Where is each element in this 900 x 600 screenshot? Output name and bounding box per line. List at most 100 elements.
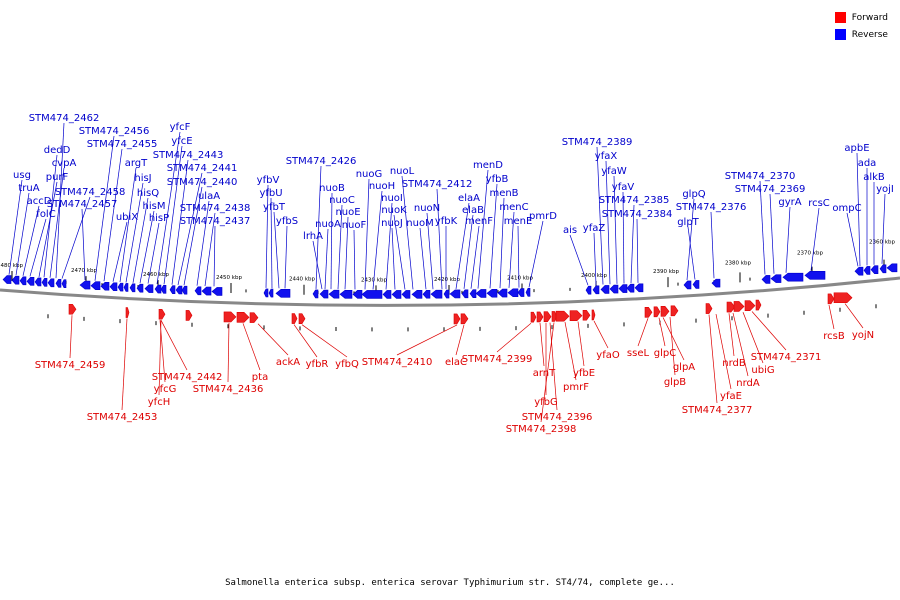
gene-label-dedd: dedD: [44, 145, 71, 156]
gene-label-menc: menC: [499, 202, 528, 213]
gene-label-gyra: gyrA: [778, 197, 801, 208]
gene-arrow: [319, 289, 329, 299]
gene-arrow: [391, 290, 402, 299]
forward-gene-arrows: [68, 292, 853, 325]
label-leader: [270, 197, 273, 289]
gene-arrow: [100, 281, 110, 291]
label-leader: [528, 220, 544, 288]
label-leader: [508, 211, 515, 288]
gene-label-nuob: nuoB: [319, 183, 345, 194]
label-leader: [160, 320, 188, 371]
label-leader: [119, 167, 137, 283]
gene-label-stm474_2437: STM474_2437: [180, 216, 251, 227]
label-leader: [103, 148, 123, 282]
gene-arrow: [886, 263, 898, 273]
gene-arrow: [19, 276, 27, 286]
tick-label: 2360 kbp: [869, 240, 895, 246]
label-leader: [769, 193, 775, 274]
gene-label-stm474_2443: STM474_2443: [153, 150, 224, 161]
gene-arrow: [154, 284, 162, 294]
gene-label-yfbs: yfbS: [276, 216, 298, 227]
label-leader: [455, 324, 465, 356]
gene-arrow: [422, 289, 431, 299]
tick-label: 2470 kbp: [71, 268, 97, 274]
label-leader: [517, 225, 520, 288]
gene-arrow: [298, 313, 306, 325]
gene-arrow: [129, 283, 136, 293]
label-leader: [132, 197, 149, 283]
gene-arrow: [486, 288, 498, 298]
label-leader: [61, 196, 91, 279]
gene-label-elac: elaC: [445, 357, 467, 368]
gene-arrow: [644, 306, 653, 318]
label-leader: [55, 122, 65, 279]
gene-arrow: [761, 275, 771, 284]
gene-label-hisj: hisJ: [134, 173, 151, 184]
gene-label-ais: ais: [563, 225, 577, 236]
reverse-gene-arrows: [2, 263, 898, 299]
label-leader: [477, 169, 489, 289]
gene-arrow: [194, 286, 202, 296]
label-leader: [687, 226, 696, 280]
gene-label-stm474_2456: STM474_2456: [79, 126, 150, 137]
legend-label-forward: Forward: [851, 12, 888, 23]
gene-arrow: [600, 285, 610, 294]
label-leader: [196, 200, 210, 286]
gene-label-mend: menD: [473, 160, 503, 171]
gene-label-pmrd: pmrD: [529, 211, 557, 222]
gene-arrow: [525, 288, 531, 297]
gene-arrow: [382, 290, 392, 299]
label-leader: [489, 183, 498, 289]
gene-arrow: [585, 285, 592, 295]
gene-label-rcsb: rcsB: [823, 331, 845, 342]
gene-arrow: [158, 308, 166, 320]
gene-label-yfbg: yfbG: [534, 397, 558, 408]
tick-label: 2400 kbp: [581, 273, 607, 279]
gene-label-hisp: hisP: [149, 213, 169, 224]
gene-arrow: [2, 275, 12, 284]
label-leader: [393, 214, 406, 290]
gene-arrow: [26, 277, 35, 286]
gene-label-stm474_2376: STM474_2376: [676, 202, 747, 213]
gene-arrow: [618, 284, 628, 293]
tick-label: 2410 kbp: [507, 276, 533, 282]
gene-label-yfax: yfaX: [595, 151, 618, 162]
gene-arrow: [34, 277, 42, 287]
gene-arrow: [263, 288, 269, 298]
gene-arrow: [460, 313, 469, 325]
tick-label: 2480 kbp: [0, 263, 23, 269]
gene-arrow: [507, 288, 519, 298]
gene-label-yfcg: yfcG: [154, 384, 177, 395]
label-leader: [43, 154, 58, 278]
gene-arrow: [469, 289, 477, 298]
gene-label-stm474_2455: STM474_2455: [87, 139, 158, 150]
label-leader: [686, 198, 695, 281]
gene-label-mene: menE: [504, 216, 533, 227]
gene-label-ulaa: ulaA: [198, 191, 220, 202]
label-leader: [353, 229, 356, 290]
gene-arrow: [411, 290, 423, 299]
label-leader: [183, 186, 203, 286]
label-leader: [844, 303, 864, 329]
gene-label-glpa: glpA: [673, 362, 695, 373]
label-leader: [401, 175, 414, 290]
gene-arrow: [211, 287, 223, 296]
gene-arrow: [117, 282, 124, 292]
label-leader: [242, 323, 261, 371]
gene-label-nuoj: nuoJ: [381, 218, 403, 229]
gene-arrow: [879, 264, 887, 274]
gene-arrow: [733, 301, 745, 312]
gene-arrow: [68, 303, 77, 315]
tick-label: 2460 kbp: [143, 272, 169, 278]
label-leader: [177, 172, 203, 286]
gene-label-yfao: yfaO: [596, 350, 620, 361]
gene-label-stm474_2441: STM474_2441: [167, 163, 238, 174]
gene-label-stm474_2462: STM474_2462: [29, 113, 100, 124]
backbone-line: [0, 276, 900, 307]
gene-label-yfch: yfcH: [148, 397, 170, 408]
gene-arrow: [47, 278, 55, 288]
gene-label-stm474_2369: STM474_2369: [735, 184, 806, 195]
gene-arrow: [711, 278, 721, 288]
label-leader: [284, 225, 288, 289]
figure-caption: Salmonella enterica subsp. enterica sero…: [225, 578, 675, 588]
